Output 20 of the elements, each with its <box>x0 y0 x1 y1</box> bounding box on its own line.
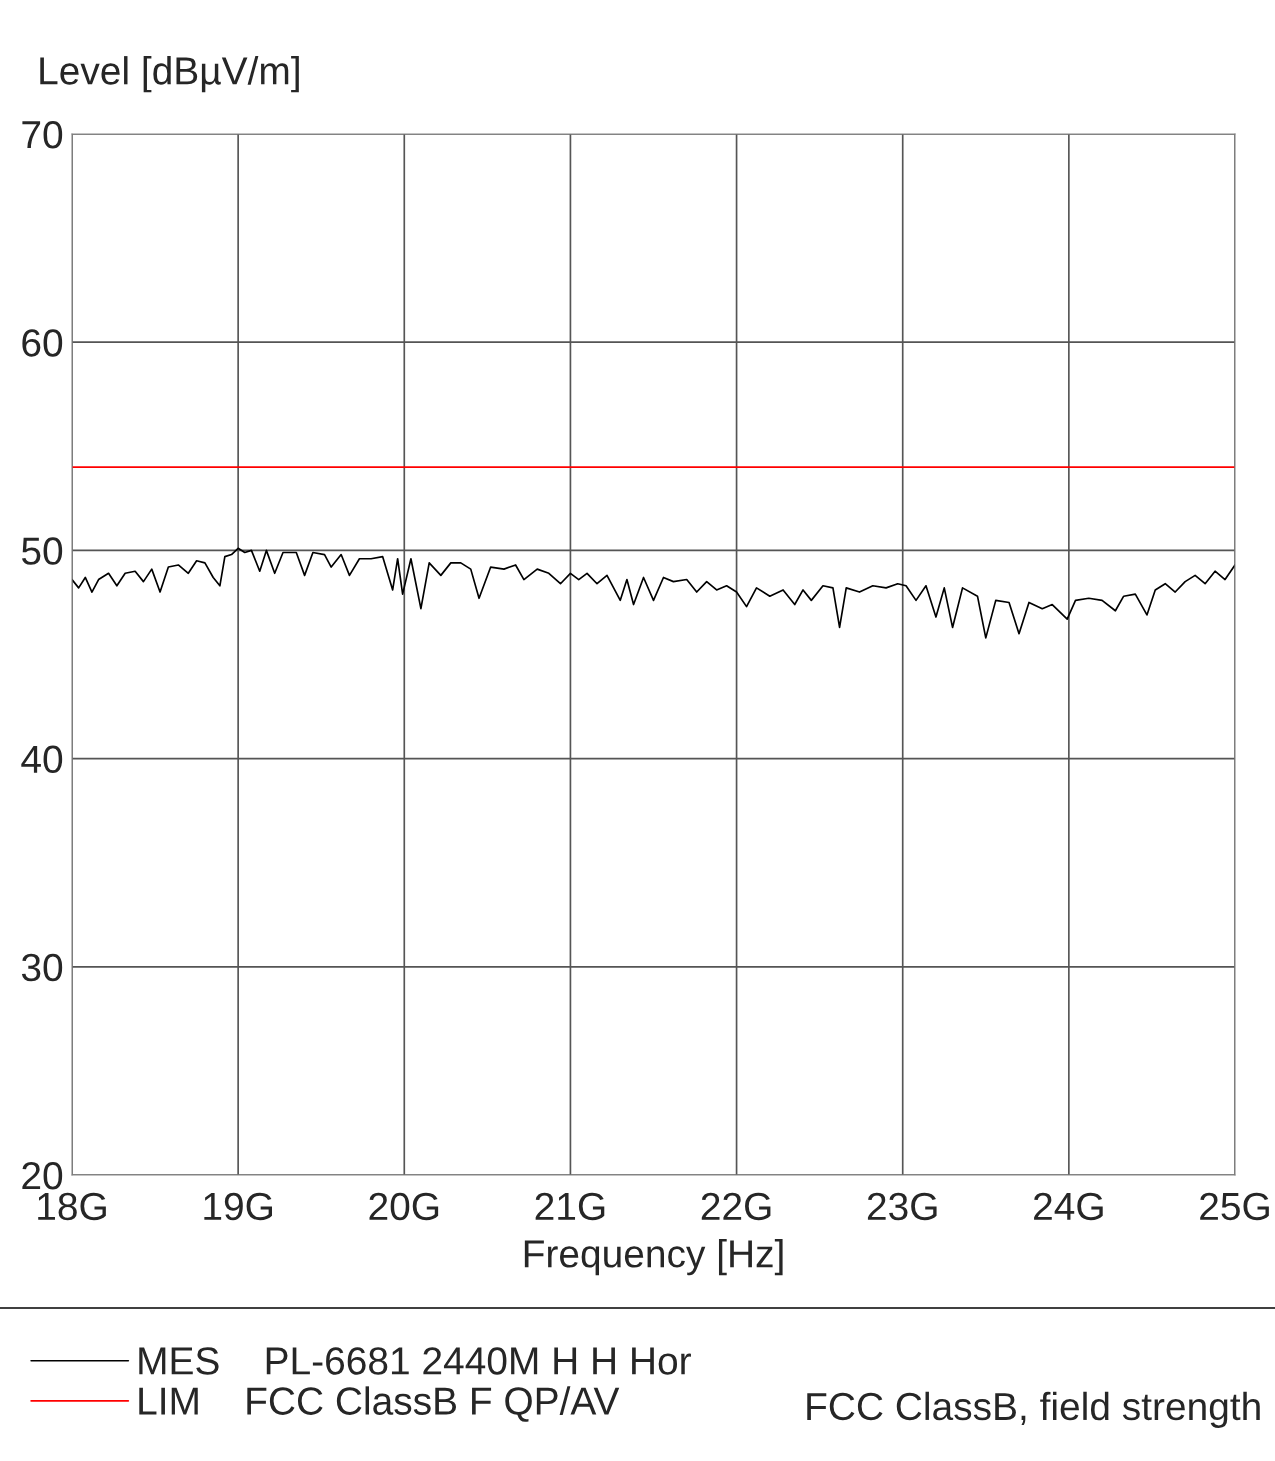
y-tick-label: 70 <box>22 120 63 149</box>
x-tick-label: 23G <box>867 1192 937 1221</box>
x-tick-label: 19G <box>204 1192 272 1221</box>
x-tick-label: 24G <box>1034 1192 1103 1221</box>
y-tick-label: 30 <box>21 953 63 982</box>
y-tick-label: 20 <box>22 1161 63 1190</box>
text: FCC ClassB, field strength <box>807 1391 1260 1428</box>
x-tick-label: 22G <box>701 1192 771 1221</box>
x-tick-label: 18G <box>38 1192 106 1221</box>
x-tick-label: 21G <box>535 1192 605 1221</box>
x-tick-label: 20G <box>369 1192 439 1221</box>
y-tick-label: 60 <box>22 329 63 357</box>
legend-label: MES PL-6681 2440M H H Hor <box>139 1347 691 1375</box>
y-tick-label: 50 <box>21 537 63 565</box>
y-tick-label: 40 <box>21 745 63 774</box>
legend-label: LIM FCC ClassB F QP/AV <box>139 1386 620 1422</box>
x-axis-title: Frequency [Hz] <box>524 1239 783 1276</box>
line-series <box>72 547 1235 639</box>
x-tick-label: 25G <box>1200 1192 1269 1221</box>
y-axis-title: Level [dBµV/m] <box>40 56 299 93</box>
